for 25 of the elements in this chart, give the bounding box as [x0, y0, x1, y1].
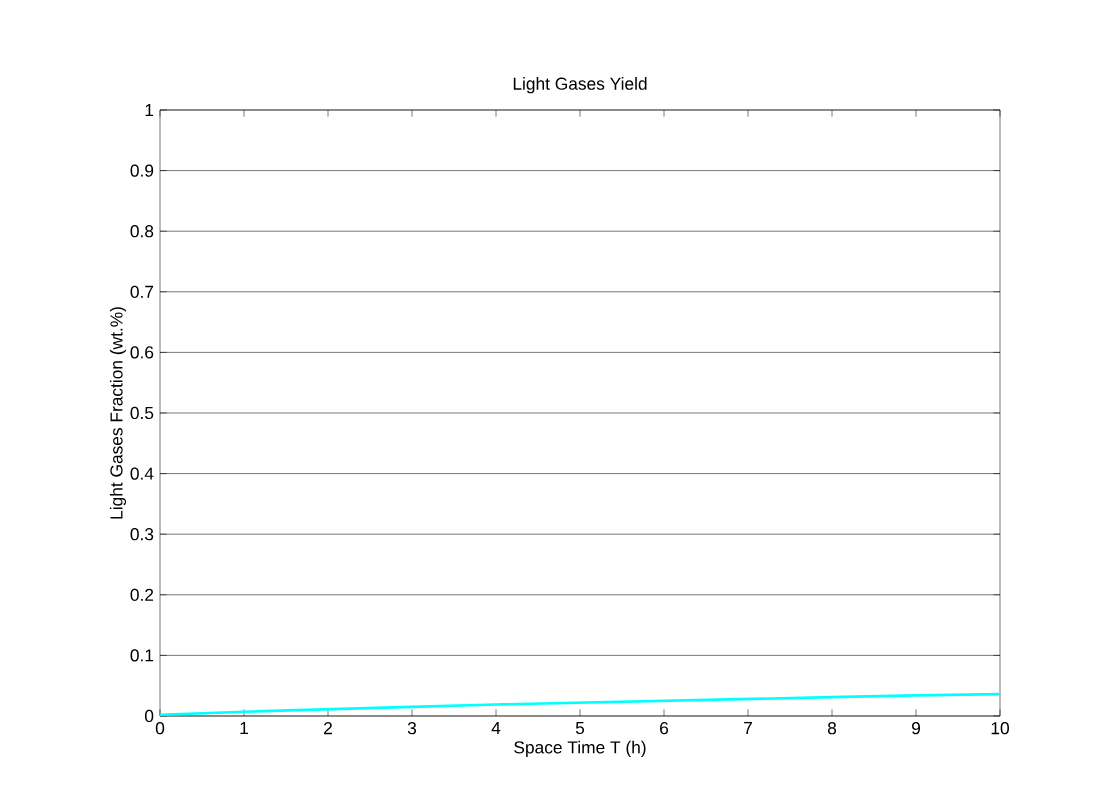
x-tick-label: 5	[575, 722, 585, 735]
x-tick-label: 3	[407, 722, 417, 735]
y-tick-label: 0.8	[130, 225, 154, 238]
x-tick-label: 2	[324, 722, 332, 735]
x-tick-label: 1	[240, 722, 248, 734]
x-axis-title: Space Time T (h)	[514, 740, 646, 757]
x-tick-label: 9	[912, 722, 921, 735]
x-tick-label: 4	[491, 722, 501, 734]
y-tick-label: 0.4	[130, 467, 154, 480]
y-tick-label: 1	[145, 104, 154, 116]
y-tick-label: 0.3	[130, 528, 154, 541]
y-tick-label: 0.6	[130, 346, 154, 359]
y-tick-label: 0	[144, 709, 154, 723]
y-tick-label: 0.1	[130, 649, 154, 662]
y-tick-label: 0.7	[130, 285, 154, 298]
x-tick-label: 10	[991, 722, 1009, 735]
x-tick-label: 6	[660, 722, 669, 735]
x-tick-label: 7	[744, 722, 752, 734]
x-tick-label: 8	[827, 722, 837, 735]
y-axis-title: Light Gases Fraction (wt.%)	[109, 307, 127, 519]
y-tick-label: 0.2	[130, 588, 154, 601]
y-tick-label: 0.9	[130, 164, 154, 177]
chart-title: Light Gases Yield	[513, 77, 647, 94]
x-tick-label: 0	[155, 722, 165, 735]
y-tick-label: 0.5	[130, 406, 154, 420]
